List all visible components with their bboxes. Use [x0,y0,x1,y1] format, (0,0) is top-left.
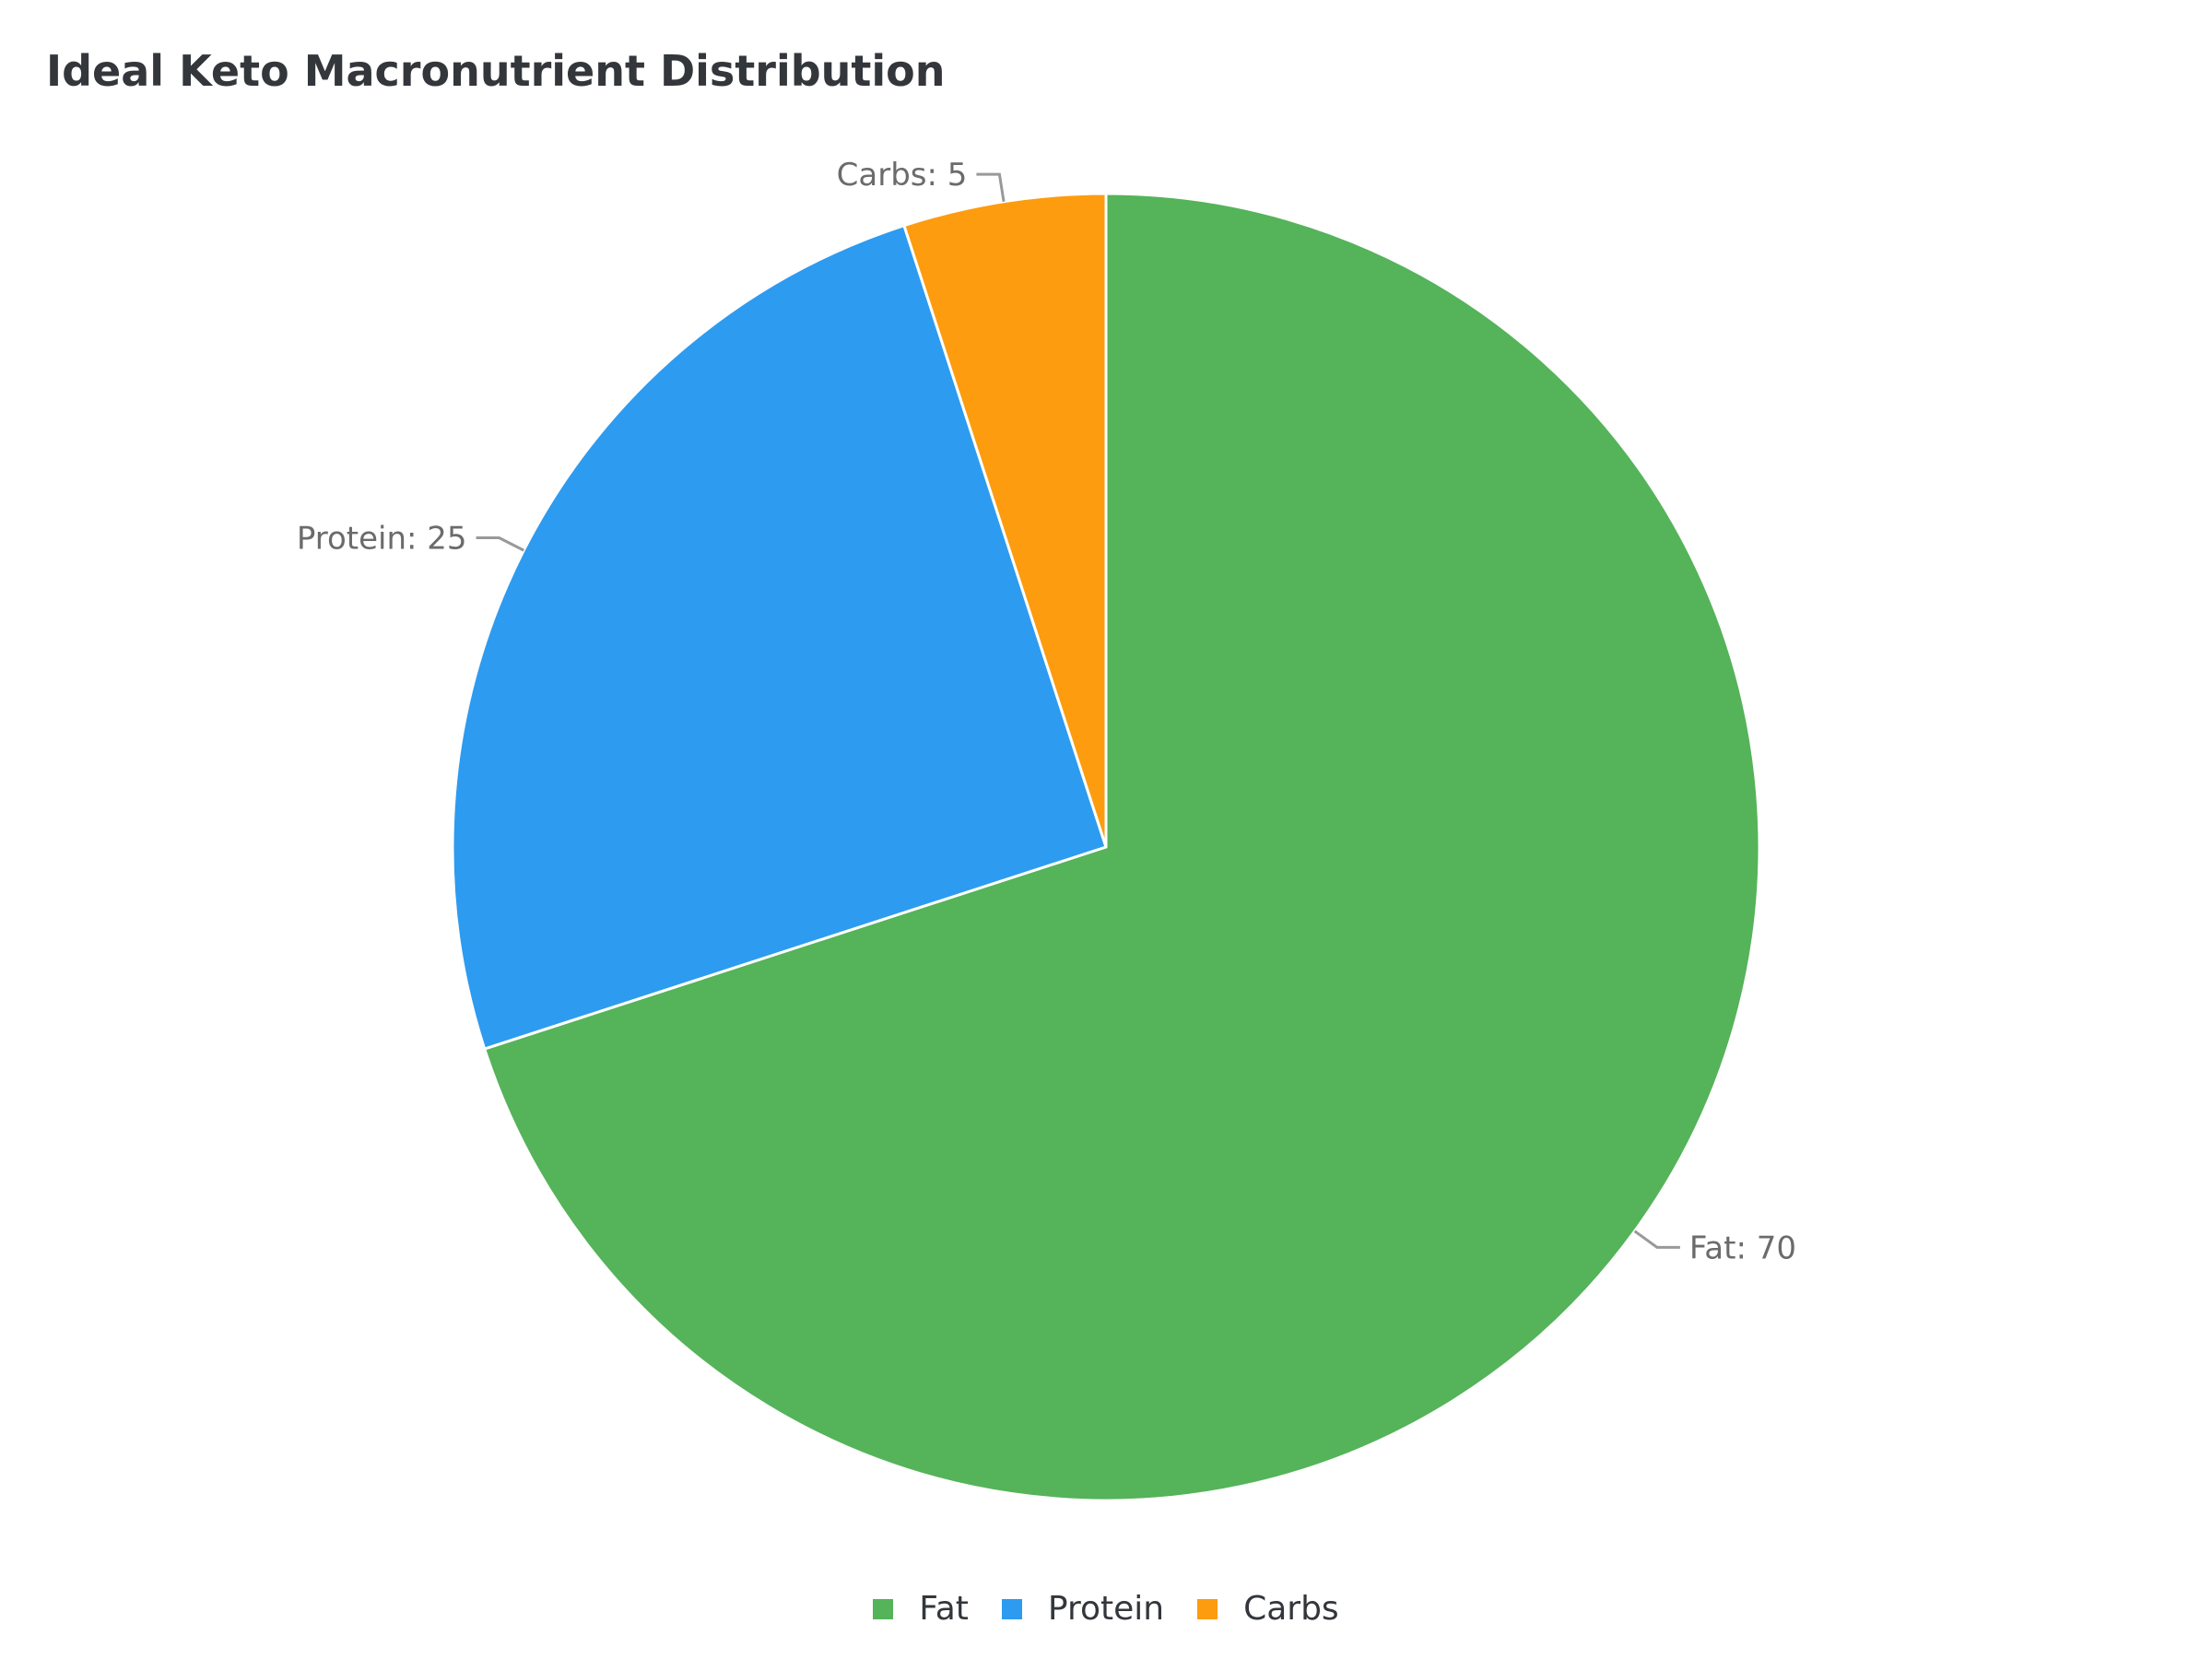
legend-swatch-fat [873,1598,894,1619]
legend-swatch-protein [1001,1598,1022,1619]
legend-item-protein[interactable]: Protein [1001,1590,1165,1628]
slice-label-protein: Protein: 25 [297,521,467,558]
pie-slices [451,192,1761,1502]
leader-line [476,536,524,552]
slice-labels: Fat: 70 Protein: 25 Carbs: 5 [297,157,1796,1266]
leader-line [976,172,1006,202]
slice-label-fat: Fat: 70 [1689,1230,1796,1266]
pie-slice-protein[interactable] [451,224,1108,1051]
legend-item-fat[interactable]: Fat [873,1590,969,1628]
chart-title: Ideal Keto Macronutrient Distribution [46,46,946,96]
legend-item-carbs[interactable]: Carbs [1197,1590,1339,1628]
pie-slice-carbs[interactable] [902,192,1108,849]
slice-label-carbs: Carbs: 5 [837,157,968,194]
legend-swatch-carbs [1197,1598,1218,1619]
leader-line [1633,1230,1680,1249]
legend: Fat Protein Carbs [0,1590,2212,1628]
legend-label: Carbs [1243,1590,1339,1628]
legend-label: Protein [1047,1590,1165,1628]
pie-slice-fat[interactable] [483,192,1761,1502]
legend-label: Fat [919,1590,969,1628]
